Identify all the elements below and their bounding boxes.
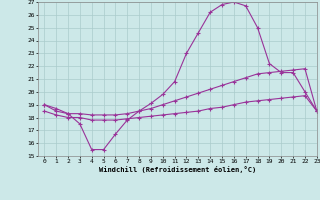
X-axis label: Windchill (Refroidissement éolien,°C): Windchill (Refroidissement éolien,°C)	[99, 166, 256, 173]
